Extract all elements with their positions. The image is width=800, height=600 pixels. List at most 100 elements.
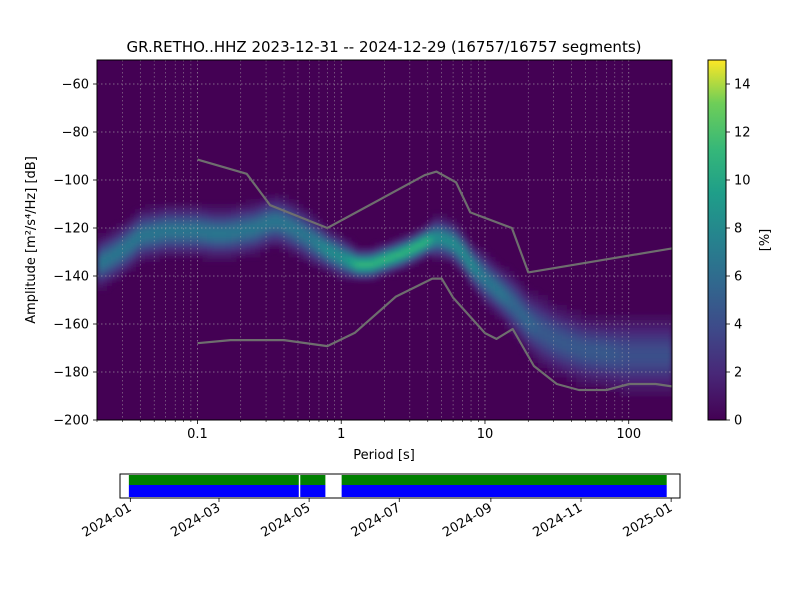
heatmap-cell	[130, 228, 136, 234]
heatmap-cell	[264, 208, 271, 215]
heatmap-cell	[638, 362, 644, 368]
heatmap-cell	[307, 237, 314, 243]
heatmap-cell	[528, 352, 534, 359]
heatmap-cell	[274, 242, 280, 248]
heatmap-cell	[600, 352, 606, 359]
heatmap-cell	[106, 276, 112, 282]
heatmap-cell	[317, 228, 323, 234]
heatmap-cell	[398, 232, 405, 239]
heatmap-cell	[231, 218, 237, 224]
heatmap-cell	[528, 328, 534, 335]
heatmap-cell	[614, 386, 620, 392]
heatmap-cell	[288, 228, 295, 234]
heatmap-cell	[221, 208, 227, 215]
heatmap-cell	[619, 372, 625, 378]
heatmap-cell	[202, 237, 208, 243]
heatmap-cell	[643, 333, 649, 339]
heatmap-cell	[485, 304, 491, 311]
heatmap-cell	[523, 309, 529, 315]
heatmap-cell	[470, 242, 477, 248]
heatmap-cell	[485, 256, 491, 263]
heatmap-cell	[595, 348, 601, 354]
heatmap-cell	[370, 261, 376, 267]
heatmap-cell	[628, 367, 635, 373]
heatmap-cell	[168, 213, 175, 219]
heatmap-cell	[288, 247, 295, 253]
heatmap-cell	[130, 237, 136, 243]
heatmap-cell	[350, 271, 357, 277]
heatmap-cell	[523, 324, 529, 330]
heatmap-cell	[504, 300, 510, 306]
heatmap-cell	[235, 237, 242, 243]
heatmap-cell	[317, 247, 323, 253]
heatmap-cell	[384, 271, 390, 277]
x-tick-label: 0.1	[187, 427, 208, 442]
heatmap-cell	[207, 228, 213, 234]
timeline-data-bar	[128, 485, 299, 497]
heatmap-cell	[633, 328, 640, 335]
heatmap-cell	[667, 362, 672, 368]
heatmap-cell	[274, 228, 280, 234]
heatmap-cell	[595, 324, 601, 330]
heatmap-cell	[590, 324, 596, 330]
heatmap-cell	[389, 256, 395, 263]
heatmap-cell	[231, 256, 237, 263]
heatmap-cell	[513, 276, 520, 282]
heatmap-cell	[101, 232, 108, 239]
heatmap-cell	[379, 242, 386, 248]
heatmap-cell	[101, 276, 108, 282]
timeline-coverage	[128, 475, 667, 497]
heatmap-cell	[547, 338, 553, 344]
heatmap-cell	[159, 223, 165, 229]
heatmap-cell	[600, 319, 606, 325]
heatmap-cell	[135, 213, 141, 219]
heatmap-cell	[609, 367, 616, 373]
heatmap-cell	[566, 324, 572, 330]
heatmap-cell	[154, 208, 160, 215]
heatmap-cell	[489, 300, 496, 306]
heatmap-cell	[264, 218, 271, 224]
heatmap-cell	[585, 328, 592, 335]
heatmap-cell	[192, 252, 199, 258]
y-tick-label: −120	[53, 222, 89, 237]
heatmap-cell	[422, 232, 429, 239]
heatmap-cell	[322, 242, 328, 248]
heatmap-cell	[212, 242, 218, 248]
heatmap-cell	[585, 314, 592, 320]
heatmap-cell	[494, 271, 501, 277]
heatmap-cell	[374, 256, 381, 263]
heatmap-cell	[350, 252, 357, 258]
heatmap-cell	[638, 328, 644, 335]
heatmap-cell	[346, 252, 352, 258]
heatmap-cell	[494, 295, 501, 301]
heatmap-cell	[628, 314, 635, 320]
heatmap-cell	[97, 237, 103, 243]
colorbar-tick-label: 6	[734, 270, 742, 285]
heatmap-cell	[293, 228, 299, 234]
heatmap-cell	[628, 319, 635, 325]
heatmap-cell	[638, 319, 644, 325]
heatmap-cell	[576, 338, 582, 344]
heatmap-cell	[537, 362, 544, 368]
heatmap-cell	[547, 319, 553, 325]
heatmap-cell	[604, 381, 611, 387]
heatmap-cell	[614, 343, 620, 349]
heatmap-cell	[624, 324, 630, 330]
heatmap-cell	[350, 256, 357, 263]
heatmap-cell	[528, 304, 534, 311]
heatmap-cell	[250, 204, 256, 210]
heatmap-cell	[178, 228, 184, 234]
heatmap-cell	[609, 319, 616, 325]
heatmap-cell	[604, 333, 611, 339]
heatmap-cell	[465, 280, 472, 287]
heatmap-cell	[638, 372, 644, 378]
heatmap-cell	[609, 314, 616, 320]
heatmap-cell	[547, 352, 553, 359]
y-axis-ticks: −200 −180 −160 −140 −120 −100 −80 −60	[53, 78, 97, 429]
heatmap-cell	[336, 242, 342, 248]
heatmap-cell	[523, 300, 529, 306]
heatmap-cell	[633, 343, 640, 349]
heatmap-cell	[197, 252, 204, 258]
heatmap-cell	[638, 324, 644, 330]
heatmap-cell	[259, 228, 266, 234]
